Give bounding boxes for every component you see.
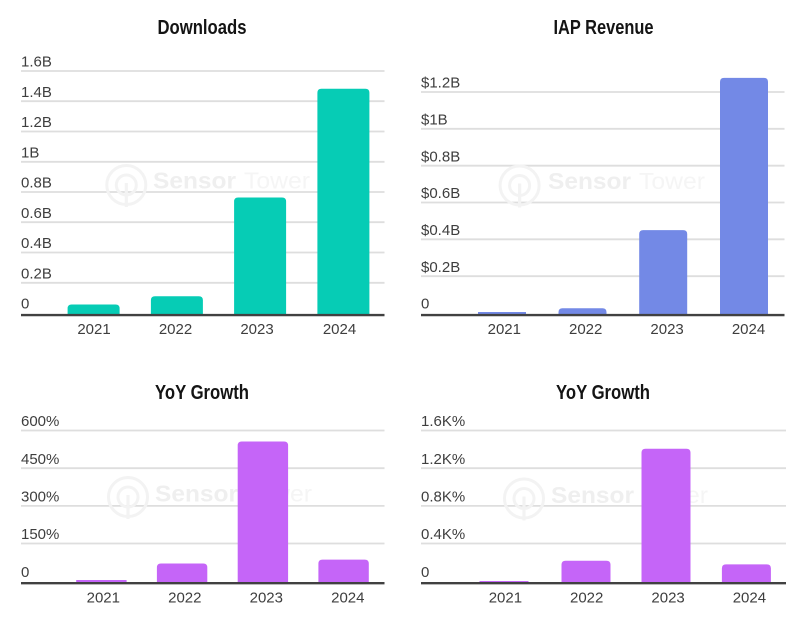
svg-text:YoY Growth: YoY Growth [155, 382, 249, 404]
svg-text:0: 0 [421, 564, 429, 581]
svg-text:2023: 2023 [651, 590, 684, 607]
svg-text:450%: 450% [21, 451, 59, 468]
svg-text:2022: 2022 [570, 590, 603, 607]
svg-text:2023: 2023 [250, 590, 283, 607]
svg-text:Tower: Tower [244, 168, 310, 194]
svg-text:Downloads: Downloads [158, 17, 247, 39]
svg-text:0.8B: 0.8B [21, 175, 52, 192]
svg-text:2023: 2023 [650, 321, 683, 338]
svg-text:0: 0 [21, 296, 29, 313]
svg-text:$0.6B: $0.6B [421, 185, 460, 202]
svg-text:2022: 2022 [569, 321, 602, 338]
svg-text:0: 0 [21, 564, 29, 581]
svg-text:0: 0 [421, 296, 429, 313]
svg-text:$0.8B: $0.8B [421, 148, 460, 165]
svg-text:Sensor: Sensor [551, 482, 634, 508]
svg-text:300%: 300% [21, 489, 59, 506]
svg-text:2021: 2021 [77, 321, 110, 338]
svg-text:$0.2B: $0.2B [421, 259, 460, 276]
svg-text:2024: 2024 [323, 321, 356, 338]
svg-text:0.4B: 0.4B [21, 235, 52, 252]
svg-text:1.6K%: 1.6K% [421, 413, 465, 430]
svg-text:1.2K%: 1.2K% [421, 451, 465, 468]
svg-text:$1.2B: $1.2B [421, 75, 460, 92]
svg-text:2024: 2024 [733, 590, 766, 607]
svg-text:2021: 2021 [488, 321, 521, 338]
svg-text:IAP Revenue: IAP Revenue [554, 17, 654, 39]
svg-text:0.8K%: 0.8K% [421, 489, 465, 506]
svg-text:2022: 2022 [168, 590, 201, 607]
svg-text:1B: 1B [21, 144, 39, 161]
svg-text:2024: 2024 [331, 590, 364, 607]
svg-text:Sensor: Sensor [155, 481, 238, 507]
svg-text:2024: 2024 [732, 321, 765, 338]
svg-text:0.4K%: 0.4K% [421, 526, 465, 543]
svg-text:$1B: $1B [421, 112, 448, 129]
svg-text:1.4B: 1.4B [21, 84, 52, 101]
svg-text:Sensor: Sensor [153, 168, 236, 194]
svg-text:600%: 600% [21, 413, 59, 430]
svg-text:0.6B: 0.6B [21, 205, 52, 222]
svg-text:1.2B: 1.2B [21, 114, 52, 131]
svg-text:2021: 2021 [87, 590, 120, 607]
svg-text:Sensor: Sensor [548, 168, 631, 194]
svg-text:YoY Growth: YoY Growth [556, 382, 650, 404]
svg-text:2023: 2023 [240, 321, 273, 338]
svg-text:2022: 2022 [159, 321, 192, 338]
svg-text:Tower: Tower [639, 168, 705, 194]
svg-text:0.2B: 0.2B [21, 265, 52, 282]
svg-text:1.6B: 1.6B [21, 54, 52, 71]
svg-text:2021: 2021 [489, 590, 522, 607]
svg-text:150%: 150% [21, 526, 59, 543]
svg-text:$0.4B: $0.4B [421, 222, 460, 239]
